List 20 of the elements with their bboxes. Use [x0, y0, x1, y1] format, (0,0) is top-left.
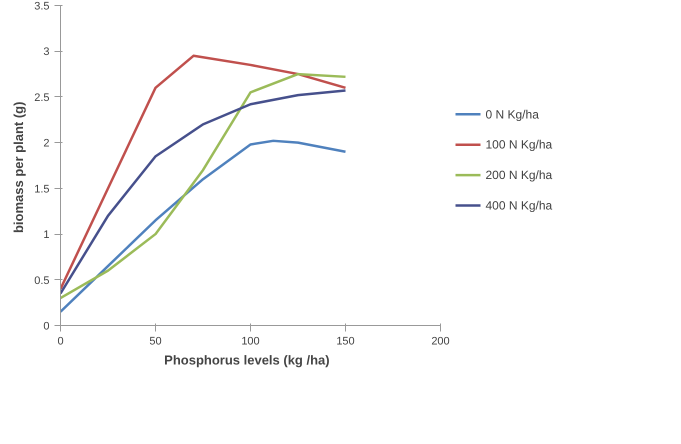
y-tick-label: 0 — [43, 320, 50, 332]
y-tick-label: 3 — [43, 46, 50, 58]
y-tick-label: 1 — [43, 229, 50, 242]
y-axis-title: biomass per plant (g) — [11, 102, 26, 234]
x-tick-label: 200 — [431, 336, 450, 348]
line-series — [60, 140, 347, 314]
legend-label: 0 N Kg/ha — [486, 107, 540, 122]
y-tick-label: 2 — [43, 138, 50, 150]
x-tick-label: 0 — [57, 336, 64, 348]
legend-label: 400 N Kg/ha — [486, 198, 553, 212]
y-tick-label: 2.5 — [34, 92, 50, 104]
x-tick-label: 100 — [241, 336, 260, 348]
y-tick-label: 3.5 — [34, 0, 50, 12]
x-tick-label: 50 — [149, 336, 162, 348]
legend-label: 200 N Kg/ha — [486, 168, 553, 182]
y-tick-label: 1.5 — [34, 183, 50, 196]
legend-label: 100 N Kg/ha — [486, 138, 553, 152]
x-tick-label: 150 — [336, 336, 355, 348]
x-axis-title: Phosphorus levels (kg /ha) — [164, 352, 330, 368]
y-tick-label: 0.5 — [34, 274, 50, 287]
